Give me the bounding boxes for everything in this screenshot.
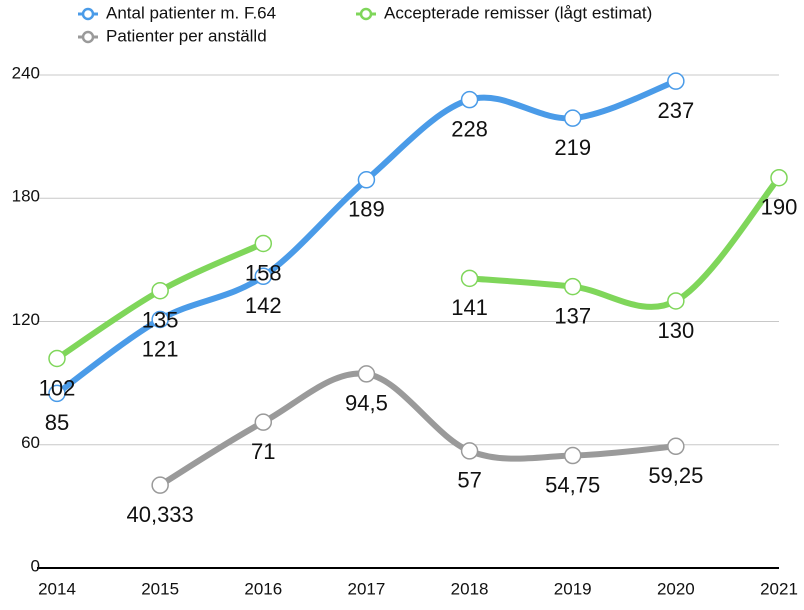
point <box>357 365 376 383</box>
point <box>357 171 376 189</box>
data-label: 228 <box>451 116 488 141</box>
y-tick-label: 0 <box>31 556 40 575</box>
point <box>254 267 273 286</box>
data-label: 158 <box>245 260 282 285</box>
data-label: 121 <box>142 336 179 361</box>
legend-marker <box>81 30 95 44</box>
x-tick-label: 2016 <box>244 579 282 598</box>
point <box>563 446 582 465</box>
legend-marker <box>81 7 95 21</box>
data-label: 85 <box>45 410 69 435</box>
point <box>48 349 66 368</box>
data-label: 142 <box>245 293 282 318</box>
x-tick-label: 2021 <box>760 579 798 598</box>
legend-label: Antal patienter m. F.64 <box>106 3 276 22</box>
data-label: 94,5 <box>345 391 388 416</box>
point <box>667 437 685 456</box>
legend-marker <box>359 7 373 21</box>
x-tick-label: 2018 <box>451 579 489 598</box>
point <box>48 384 66 403</box>
y-tick-label: 60 <box>21 433 40 452</box>
x-tick-label: 2017 <box>348 579 386 598</box>
legend-label: Patienter per anställd <box>106 26 267 45</box>
point <box>460 90 479 109</box>
legend-label: Accepterade remisser (lågt estimat) <box>384 3 652 22</box>
point <box>254 234 273 253</box>
point <box>254 413 273 431</box>
data-label: 141 <box>451 295 488 320</box>
y-tick-label: 240 <box>12 63 40 82</box>
point <box>770 168 788 187</box>
x-tick-label: 2020 <box>657 579 695 598</box>
x-tick-label: 2015 <box>141 579 179 598</box>
data-label: 237 <box>657 98 694 123</box>
series-line <box>157 370 679 489</box>
point <box>151 281 169 300</box>
y-tick-label: 180 <box>12 187 40 206</box>
point <box>151 476 169 494</box>
data-label: 219 <box>554 135 591 160</box>
data-label: 57 <box>457 468 481 493</box>
data-label: 135 <box>142 308 179 333</box>
point <box>151 310 169 329</box>
data-label: 71 <box>251 439 275 464</box>
data-label: 40,333 <box>126 502 193 527</box>
data-label: 190 <box>761 195 798 220</box>
point <box>563 109 582 127</box>
x-tick-label: 2014 <box>38 579 76 598</box>
point <box>667 292 685 310</box>
x-tick-label: 2019 <box>554 579 592 598</box>
data-label: 102 <box>39 375 76 400</box>
data-label: 59,25 <box>648 463 703 488</box>
y-tick-label: 120 <box>12 310 40 329</box>
data-label: 137 <box>554 303 591 328</box>
point <box>460 269 479 288</box>
data-label: 189 <box>348 197 385 222</box>
point <box>460 442 479 460</box>
data-label: 54,75 <box>545 472 600 497</box>
data-label: 130 <box>657 318 694 343</box>
point <box>667 72 685 90</box>
point <box>563 277 582 296</box>
